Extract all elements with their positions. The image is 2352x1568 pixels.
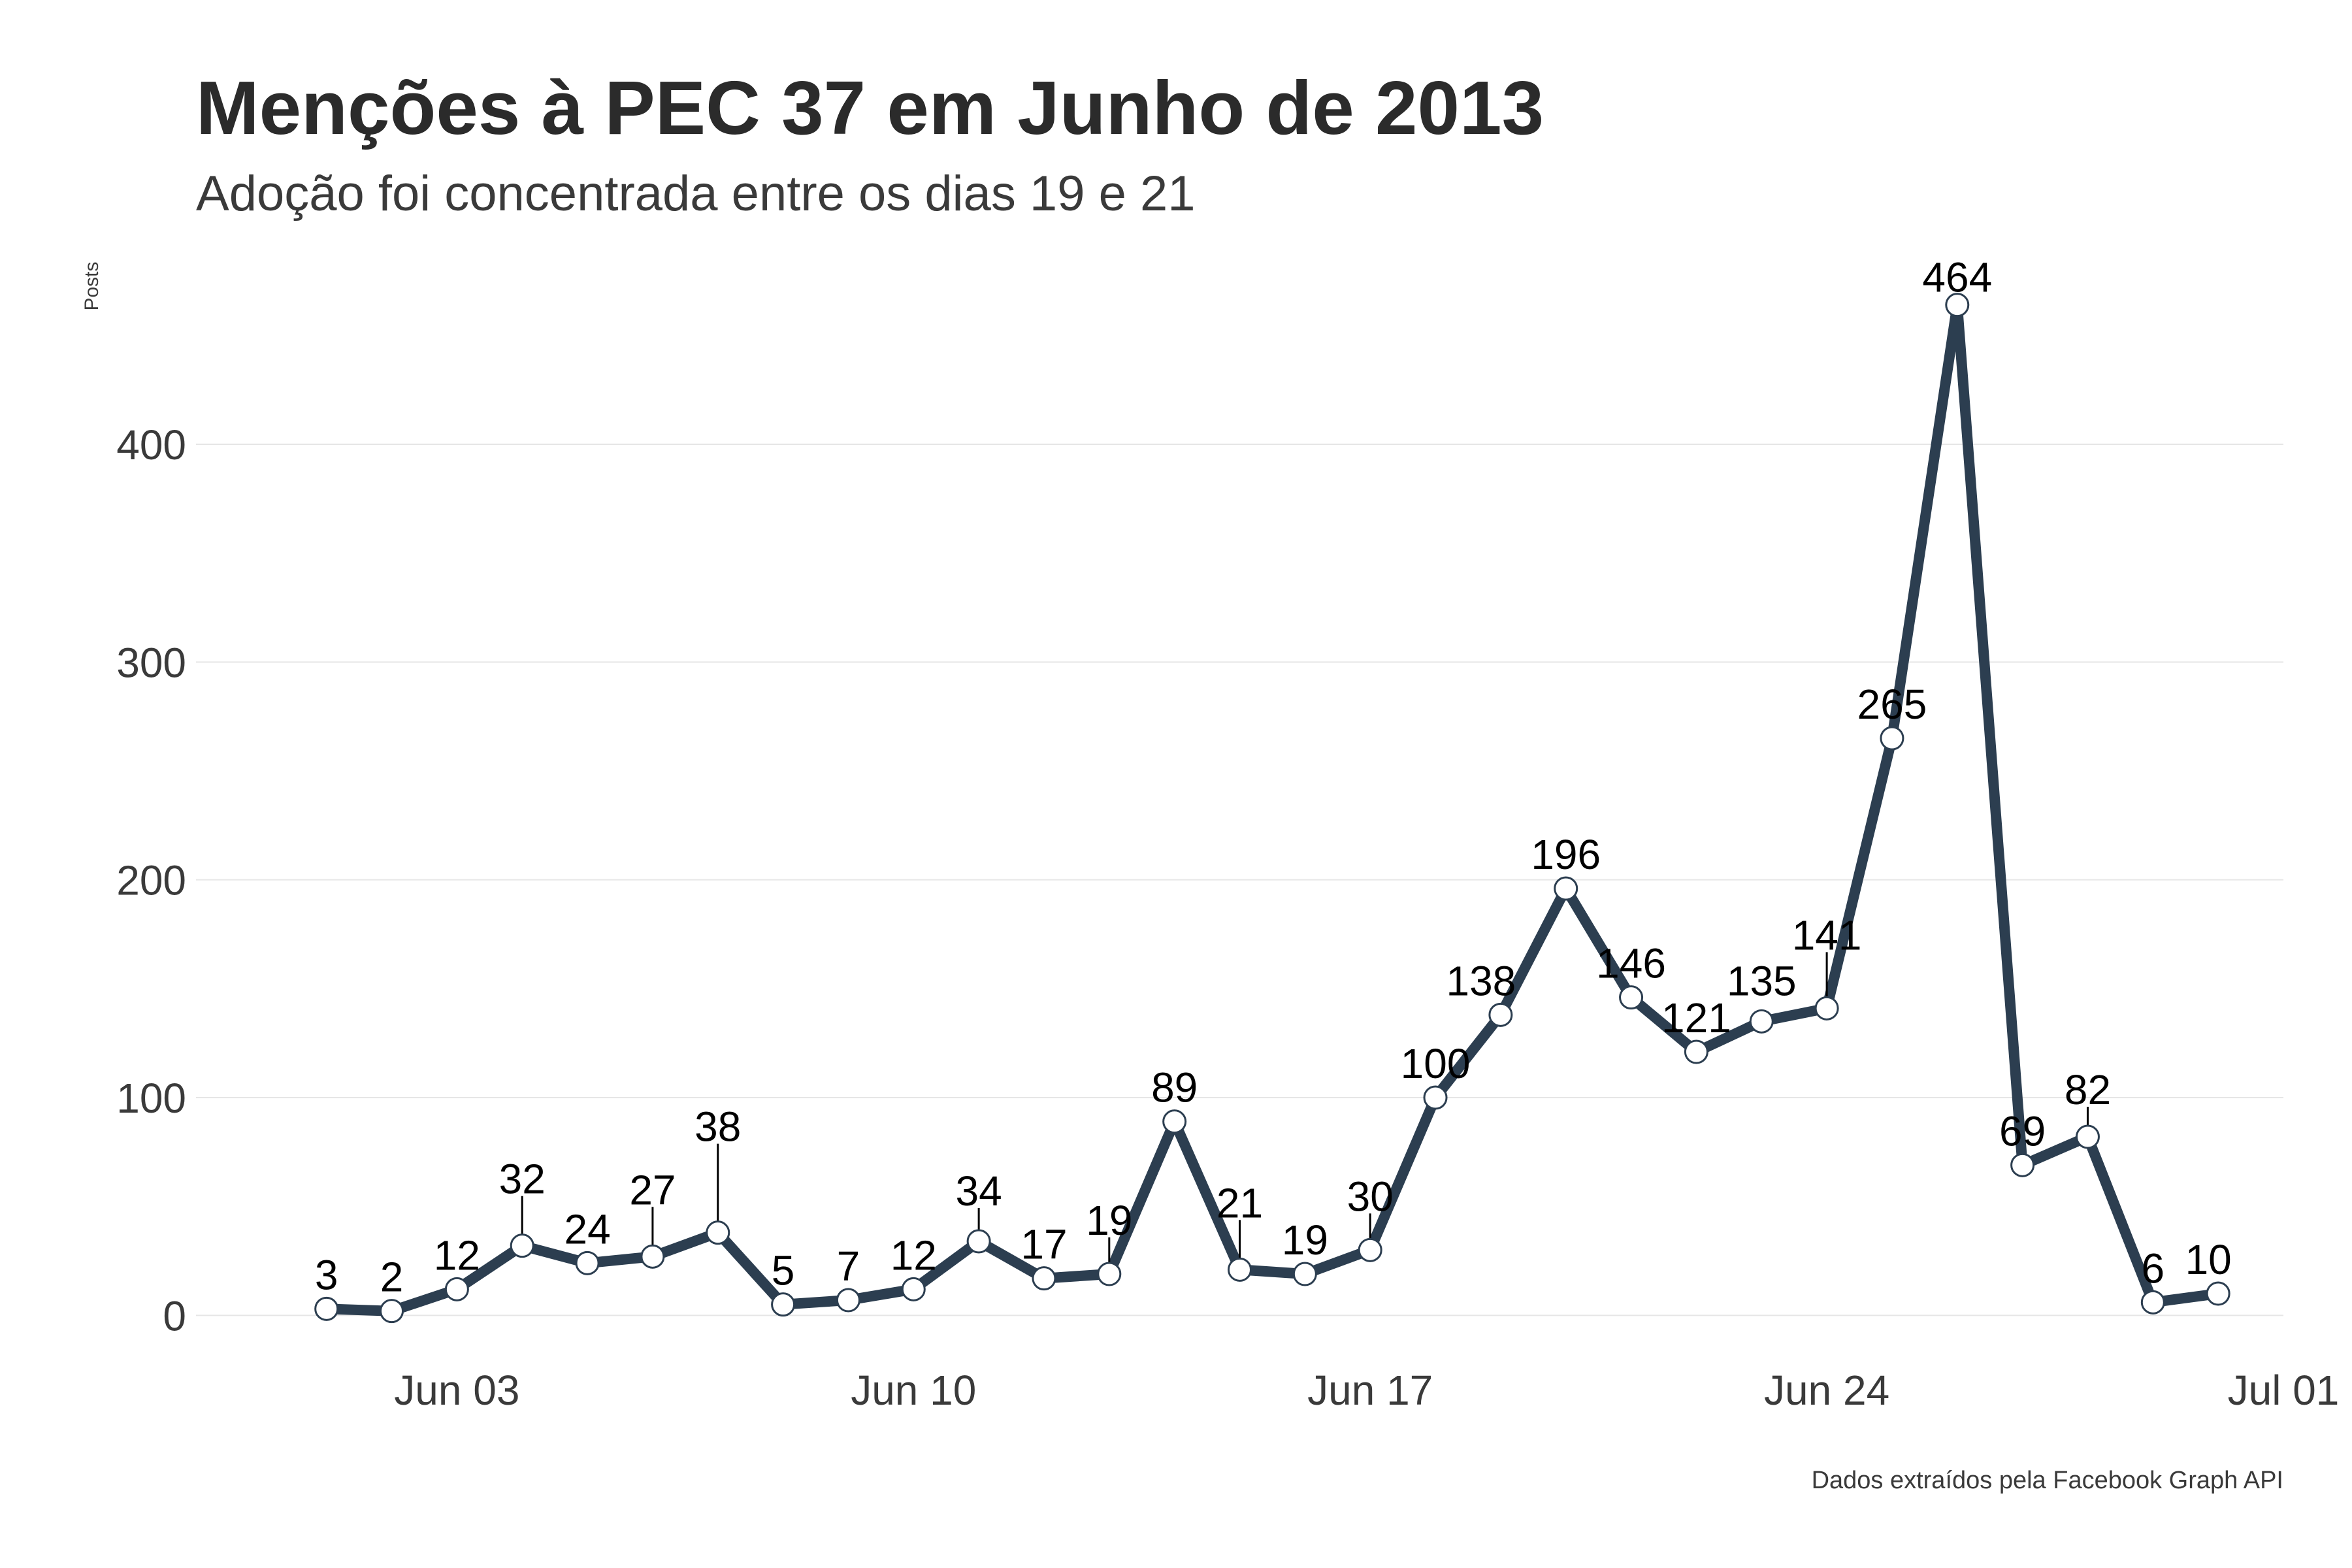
y-tick-label: 200: [116, 857, 186, 904]
data-label: 24: [564, 1205, 610, 1252]
data-point: [314, 1296, 339, 1321]
data-label: 135: [1727, 957, 1797, 1004]
data-label: 69: [1999, 1107, 2046, 1154]
x-tick-label: Jun 10: [851, 1367, 976, 1414]
data-label: 21: [1217, 1179, 1263, 1226]
data-label: 12: [890, 1232, 937, 1279]
y-axis: 0 100 200 300 400: [116, 421, 186, 1339]
data-point: [444, 1277, 469, 1301]
data-label: 30: [1347, 1173, 1394, 1220]
series-line-path: [321, 299, 2224, 1316]
data-label: 82: [2065, 1066, 2111, 1113]
data-point: [1619, 985, 1644, 1010]
data-point: [2140, 1290, 2165, 1315]
y-tick-label: 300: [116, 639, 186, 686]
data-label: 146: [1596, 940, 1666, 987]
data-point: [901, 1277, 926, 1301]
x-axis: Jun 03 Jun 10 Jun 17 Jun 24 Jul 01: [394, 1367, 2339, 1414]
chart-caption: Dados extraídos pela Facebook Graph API: [1812, 1467, 2283, 1494]
data-point: [2075, 1124, 2100, 1149]
data-point: [1488, 1002, 1513, 1027]
gridlines: [196, 444, 2283, 1316]
y-tick-label: 400: [116, 421, 186, 468]
data-point: [2010, 1152, 2035, 1177]
data-label: 5: [772, 1247, 795, 1294]
data-point: [1162, 1109, 1187, 1134]
data-point: [1228, 1257, 1252, 1282]
data-point: [1814, 996, 1839, 1021]
series-line: [321, 299, 2224, 1316]
data-labels: 3 2 12 32 24 27 38 5 7 12 34 17 19 89 21 19 30 100 138 196 1…: [315, 254, 2232, 1301]
x-tick-label: Jun 03: [394, 1367, 519, 1414]
data-point: [1749, 1009, 1774, 1034]
data-label: 19: [1282, 1217, 1328, 1264]
data-point: [510, 1233, 534, 1258]
data-label: 17: [1021, 1221, 1067, 1268]
data-label: 32: [499, 1156, 546, 1203]
data-label: 34: [956, 1168, 1002, 1215]
x-tick-label: Jun 24: [1764, 1367, 1889, 1414]
data-label: 121: [1661, 994, 1731, 1041]
data-point: [2206, 1281, 2230, 1306]
chart-title: Menções à PEC 37 em Junho de 2013: [196, 65, 1544, 150]
data-label: 2: [380, 1254, 404, 1301]
data-label: 138: [1446, 957, 1516, 1004]
data-label: 10: [2185, 1236, 2232, 1283]
data-label: 89: [1151, 1064, 1198, 1111]
data-label: 3: [315, 1251, 338, 1298]
x-tick-label: Jun 17: [1307, 1367, 1433, 1414]
data-point: [1358, 1237, 1382, 1262]
data-point: [706, 1220, 730, 1245]
data-label: 27: [629, 1166, 676, 1213]
y-axis-label: Posts: [81, 261, 103, 310]
data-label: 464: [1922, 254, 1992, 301]
data-point: [836, 1288, 860, 1313]
data-label: 100: [1401, 1040, 1471, 1087]
data-point: [380, 1299, 404, 1324]
y-tick-label: 0: [163, 1292, 186, 1339]
data-points: [314, 293, 2230, 1324]
data-label: 38: [694, 1103, 741, 1151]
data-point: [771, 1292, 796, 1317]
data-label: 12: [434, 1232, 480, 1279]
data-point: [640, 1244, 665, 1269]
data-point: [1945, 293, 1970, 318]
x-tick-label: Jul 01: [2228, 1367, 2340, 1414]
data-point: [1684, 1039, 1708, 1064]
chart-subtitle: Adoção foi concentrada entre os dias 19 …: [196, 166, 1196, 221]
data-label: 19: [1086, 1197, 1132, 1244]
data-label: 141: [1792, 911, 1862, 958]
data-point: [575, 1250, 600, 1275]
data-label: 7: [837, 1243, 860, 1290]
data-point: [1880, 726, 1904, 751]
data-label: 265: [1857, 681, 1927, 728]
data-label: 6: [2142, 1245, 2165, 1292]
data-point: [1097, 1262, 1122, 1286]
data-point: [1032, 1266, 1056, 1291]
label-leaders: [521, 952, 2089, 1263]
data-point: [1554, 876, 1578, 901]
data-point: [1423, 1085, 1448, 1110]
y-tick-label: 100: [116, 1075, 186, 1122]
data-point: [966, 1229, 991, 1254]
data-label: 196: [1531, 831, 1601, 878]
data-point: [1292, 1262, 1317, 1286]
